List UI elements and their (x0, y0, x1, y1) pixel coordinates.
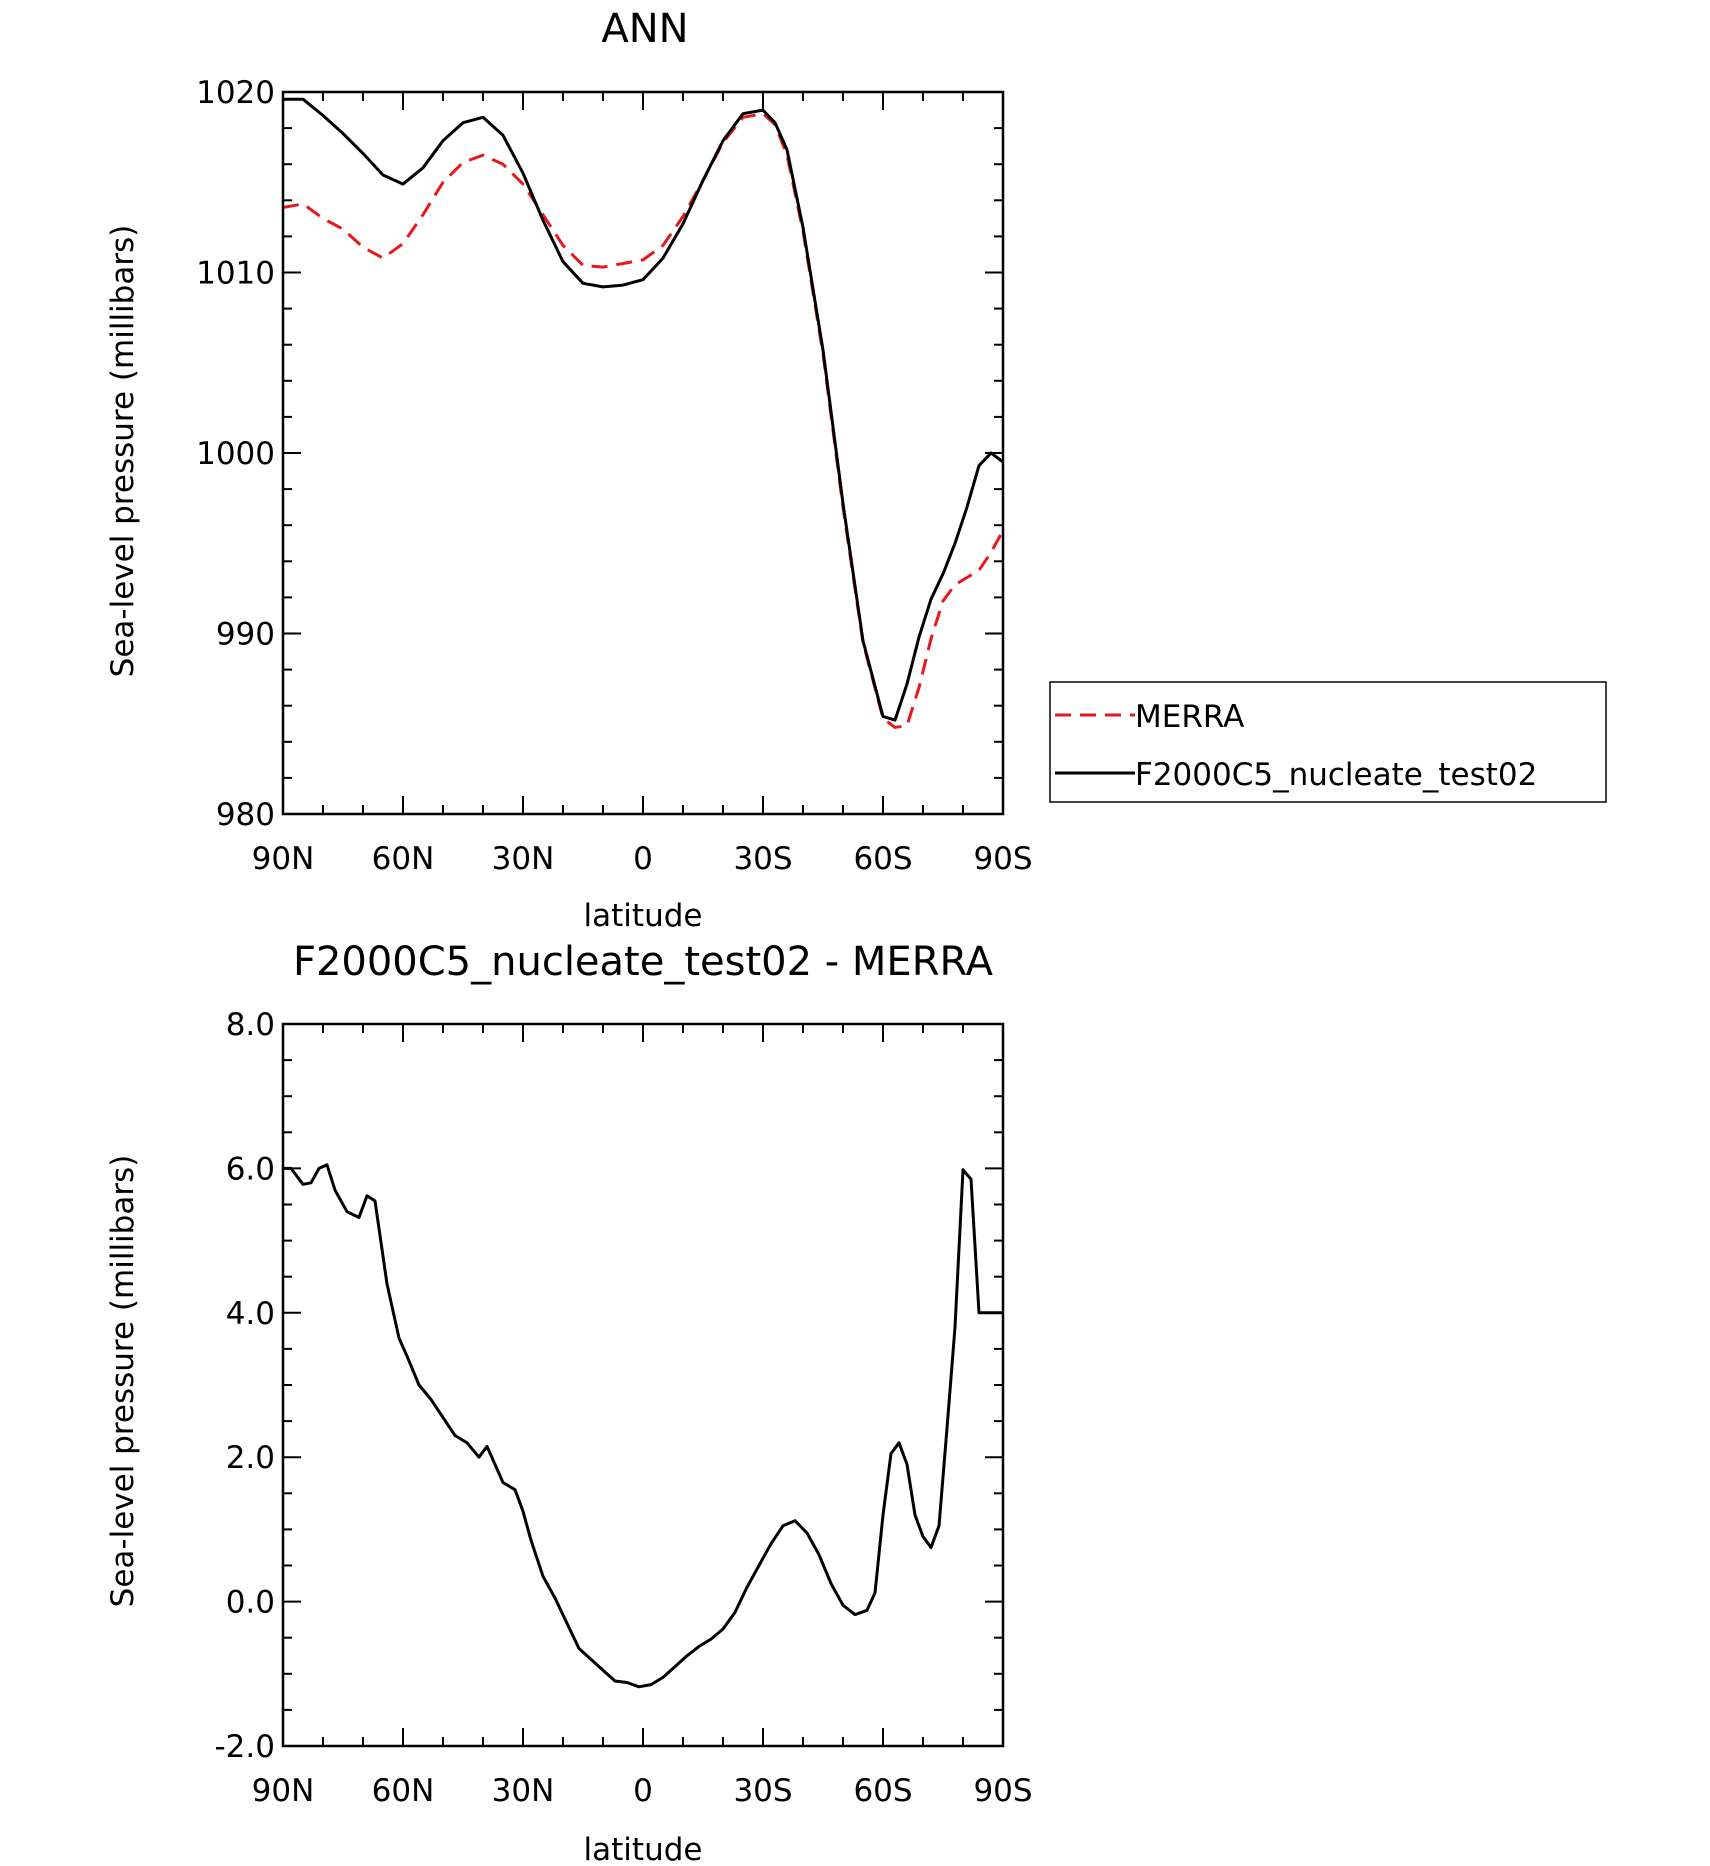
x-tick-label: 90S (973, 841, 1032, 877)
y-axis-label: Sea-level pressure (millibars) (105, 1155, 141, 1608)
series-line-merra (282, 112, 1005, 729)
x-tick-label: 60N (372, 841, 435, 877)
x-tick-label: 0 (633, 841, 653, 877)
axis-tick-labels: 980 990 1000 1010 1020 90N 60N 30N 0 30S 60S 90S (196, 75, 1032, 877)
chart-title: ANN (601, 6, 688, 52)
axis-tick-labels: -2.0 0.0 2.0 4.0 6.0 8.0 90N 60N 30N 0 30S 60S 90S (215, 1007, 1033, 1809)
series-line-difference (283, 1163, 1003, 1689)
panel-difference: F2000C5_nucleate_test02 - MERRA Sea-leve… (105, 939, 1033, 1866)
x-tick-label: 30S (733, 841, 792, 877)
x-tick-label: 90S (973, 1773, 1032, 1809)
legend-label-merra: MERRA (1135, 699, 1244, 735)
y-tick-label: 990 (216, 617, 275, 653)
y-tick-label: 2.0 (226, 1440, 275, 1476)
x-axis-label: latitude (584, 1832, 703, 1866)
y-tick-label: -2.0 (215, 1729, 276, 1765)
chart-title: F2000C5_nucleate_test02 - MERRA (293, 939, 994, 985)
x-tick-label: 30S (733, 1773, 792, 1809)
axis-ticks (282, 1023, 1004, 1747)
x-tick-label: 60S (853, 1773, 912, 1809)
legend-box (1049, 681, 1607, 803)
x-tick-label: 90N (252, 1773, 315, 1809)
legend: MERRA F2000C5_nucleate_test02 (1049, 681, 1607, 803)
series-line-f2000c5_nucleate_test02 (283, 97, 1004, 722)
legend-label-model: F2000C5_nucleate_test02 (1135, 757, 1537, 793)
plot-frame (281, 1022, 1005, 1748)
x-axis-label: latitude (584, 898, 703, 934)
panel-annual-slp: ANN Sea-level pressure (millibars) latit… (105, 6, 1033, 934)
x-tick-label: 60N (372, 1773, 435, 1809)
x-tick-label: 30N (492, 1773, 555, 1809)
y-tick-label: 980 (216, 797, 275, 833)
axis-ticks (282, 91, 1004, 815)
y-tick-label: 4.0 (226, 1296, 275, 1332)
x-tick-label: 0 (633, 1773, 653, 1809)
y-tick-label: 8.0 (226, 1007, 275, 1043)
y-tick-label: 1010 (196, 256, 275, 292)
series-lines (282, 97, 1005, 729)
x-tick-label: 90N (252, 841, 315, 877)
plot-frame (281, 90, 1005, 816)
x-tick-label: 60S (853, 841, 912, 877)
y-tick-label: 1020 (196, 75, 275, 111)
y-tick-label: 1000 (196, 436, 275, 472)
y-tick-label: 6.0 (226, 1151, 275, 1187)
x-tick-label: 30N (492, 841, 555, 877)
y-axis-label: Sea-level pressure (millibars) (105, 225, 141, 678)
y-tick-label: 0.0 (226, 1585, 275, 1621)
series-lines (283, 1163, 1003, 1689)
